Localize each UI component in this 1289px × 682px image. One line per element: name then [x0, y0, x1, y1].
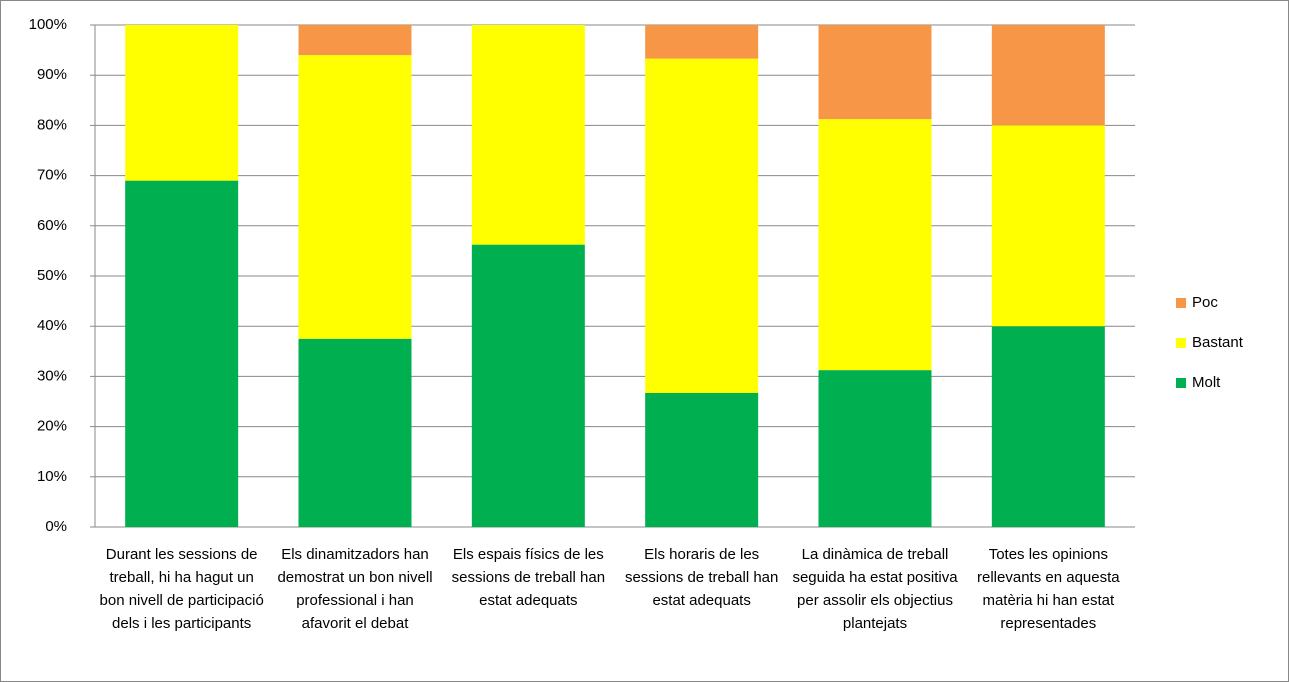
bar-segment: [298, 338, 412, 527]
bar-segment: [991, 125, 1105, 327]
legend-label: Poc: [1192, 294, 1218, 311]
bar-segment: [645, 392, 759, 527]
y-tick-label: 70%: [37, 167, 67, 184]
bar-segment: [298, 55, 412, 339]
bar-segment: [125, 180, 239, 527]
x-tick-label: Els dinamitzadors han demostrat un bon n…: [277, 546, 433, 632]
y-tick-label: 80%: [37, 116, 67, 133]
bar-segment: [645, 25, 759, 59]
bar-segment: [298, 25, 412, 56]
x-tick-label: Totes les opinions rellevants en aquesta…: [977, 546, 1120, 632]
legend-swatch: [1176, 338, 1186, 348]
legend-label: Molt: [1192, 374, 1221, 391]
bar-segment: [991, 326, 1105, 527]
bar-segment: [471, 25, 585, 245]
y-tick-label: 0%: [45, 518, 67, 535]
legend-label: Bastant: [1192, 334, 1244, 351]
y-tick-label: 50%: [37, 267, 67, 284]
x-tick-label: Durant les sessions de treball, hi ha ha…: [99, 546, 264, 632]
y-tick-label: 90%: [37, 66, 67, 83]
bar-segment: [125, 25, 239, 181]
x-tick-label: Els horaris de les sessions de treball h…: [624, 546, 779, 609]
y-tick-label: 20%: [37, 418, 67, 435]
legend-swatch: [1176, 298, 1186, 308]
bar-segment: [471, 244, 585, 527]
bar-segment: [818, 370, 932, 527]
legend-swatch: [1176, 378, 1186, 388]
y-tick-label: 10%: [37, 468, 67, 485]
y-tick-label: 40%: [37, 317, 67, 334]
x-tick-label: La dinàmica de treball seguida ha estat …: [792, 546, 958, 632]
y-tick-label: 100%: [29, 16, 67, 33]
bar-segment: [645, 58, 759, 393]
bar-segment: [991, 25, 1105, 126]
x-tick-label: Els espais físics de les sessions de tre…: [451, 546, 606, 609]
bar-segment: [818, 119, 932, 371]
y-tick-label: 30%: [37, 367, 67, 384]
bar-segment: [818, 25, 932, 120]
y-tick-label: 60%: [37, 217, 67, 234]
